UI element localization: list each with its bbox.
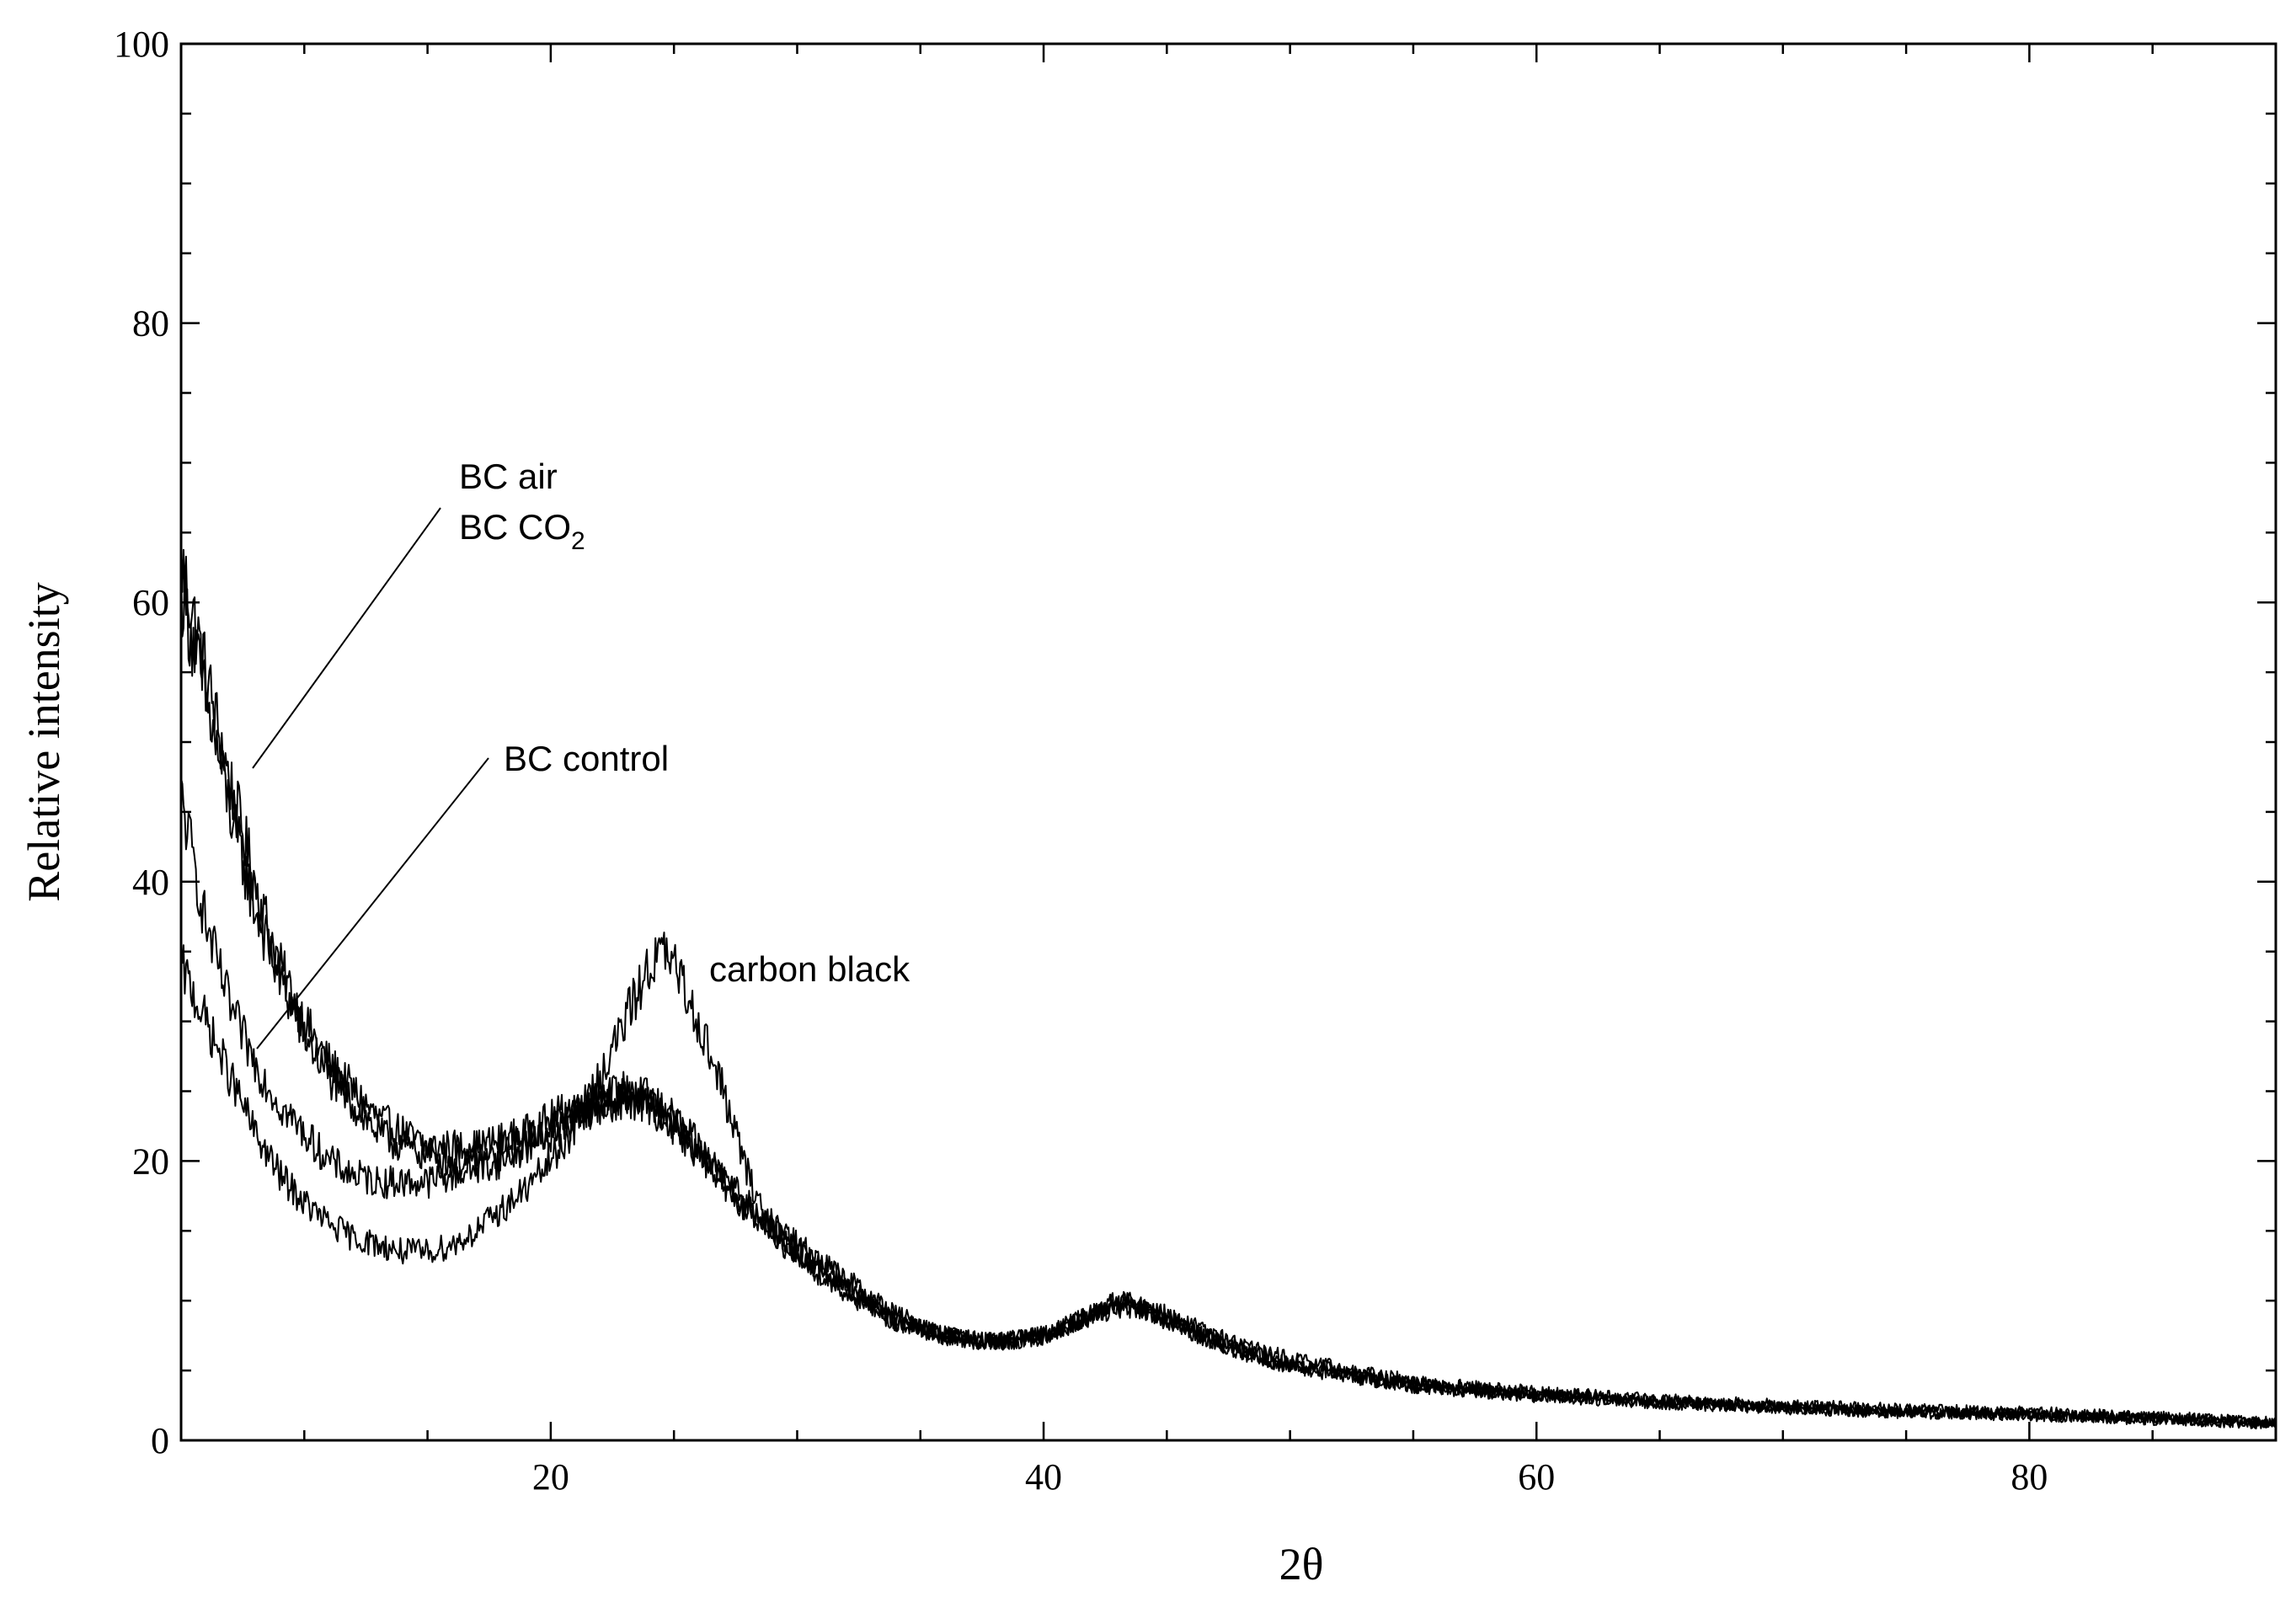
series-line-bc-air [180,541,2277,1428]
y-tick-label: 0 [151,1420,169,1461]
x-tick-label: 20 [532,1456,569,1498]
x-tick-label: 40 [1025,1456,1062,1498]
annotation-bc-co2-text: BC CO [459,507,571,547]
annotation-bc-control: BC control [504,739,669,778]
x-tick-label: 60 [1518,1456,1555,1498]
annotation-bc-air: BC air [459,457,558,496]
series-lines [180,541,2277,1429]
axis-ticks [181,44,2276,1440]
series-line-bc-co2 [180,566,2277,1429]
y-axis-title: Relative intensity [19,582,69,901]
series-line-carbon-black [180,932,2277,1429]
x-tick-label: 80 [2010,1456,2048,1498]
series-line-bc-control [180,777,2277,1429]
y-tick-label: 60 [132,582,169,623]
plot-frame [179,42,2277,1442]
annotation-carbon-black: carbon black [709,949,910,989]
axis-tick-labels: 20 40 60 80 0 20 40 60 80 100 [114,24,2048,1498]
y-tick-label: 20 [132,1140,169,1182]
y-tick-label: 100 [114,24,169,65]
y-tick-label: 40 [132,862,169,903]
leader-line-bc-control [256,757,489,1050]
x-axis-title: 2θ [1279,1539,1324,1589]
y-tick-label: 80 [132,303,169,345]
annotation-bc-co2: BC CO2 [459,507,585,555]
annotation-bc-co2-subscript: 2 [571,527,585,555]
leader-line-bc-air-co2 [252,507,441,769]
